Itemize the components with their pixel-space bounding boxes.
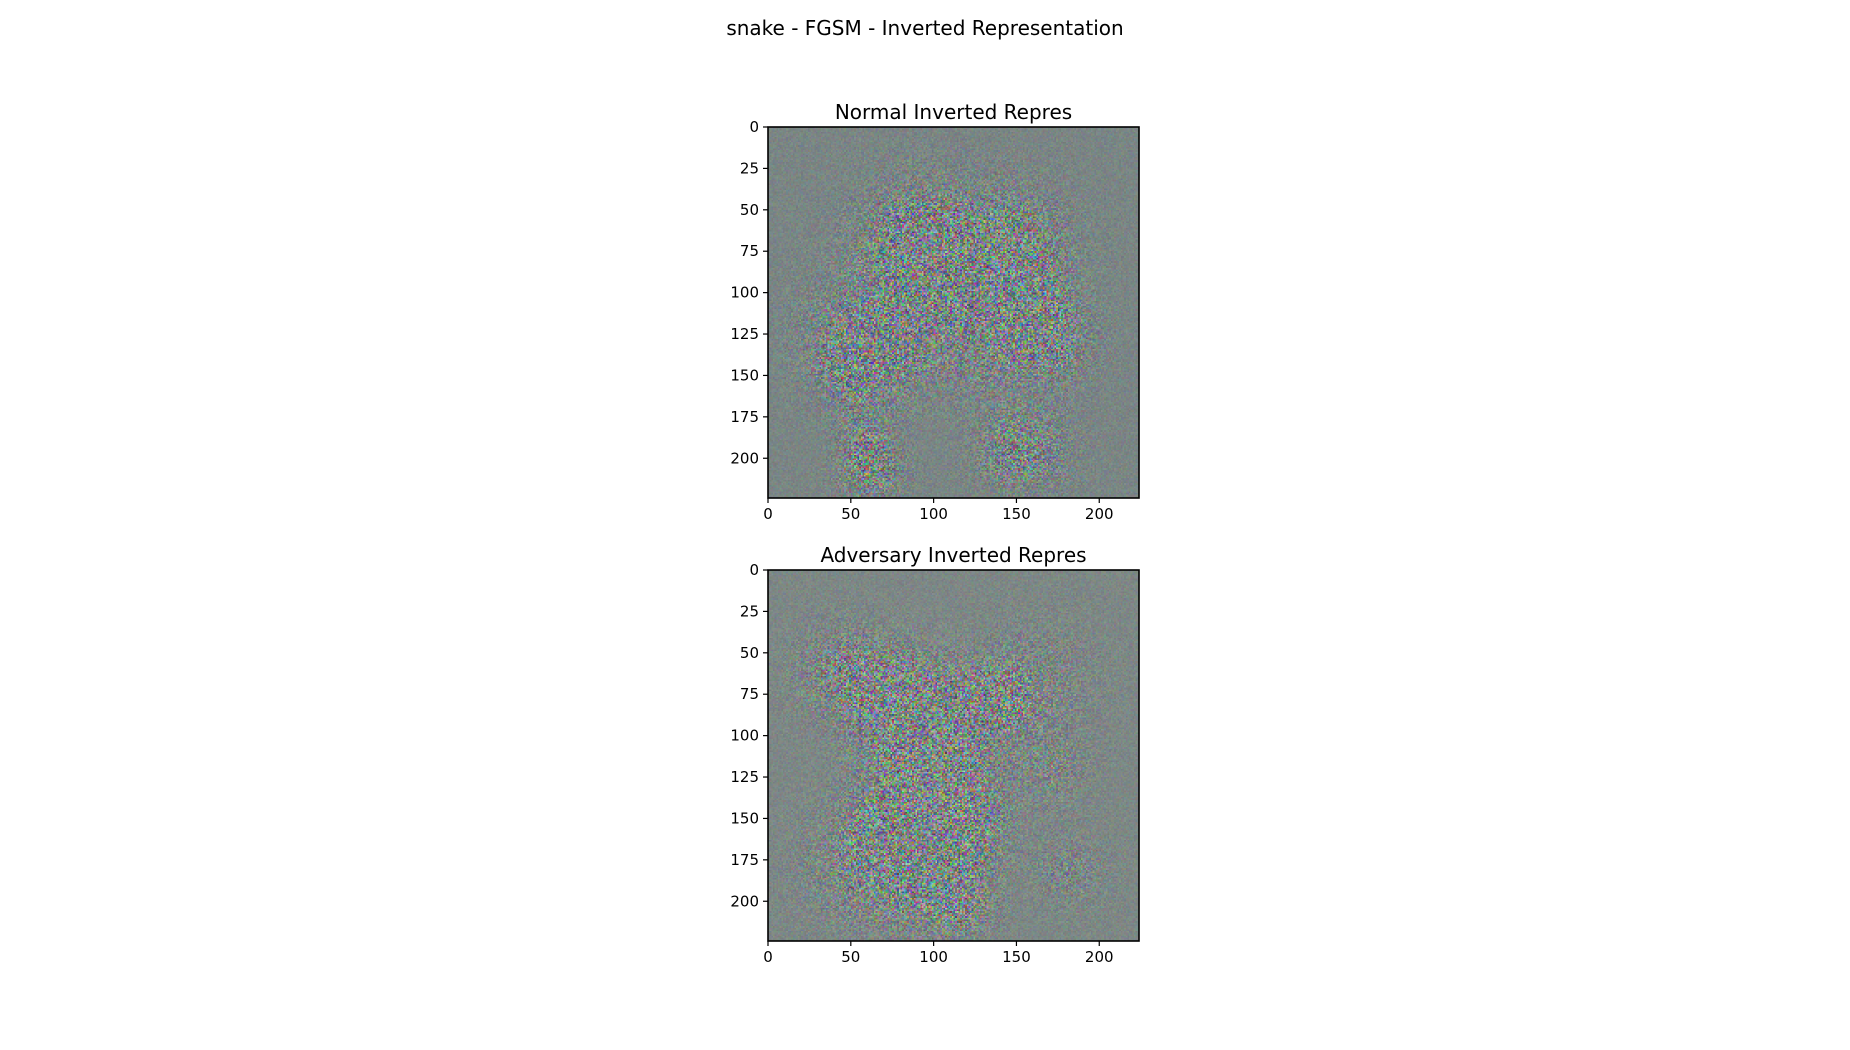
y-tick-label: 175: [730, 851, 759, 869]
y-tick-label: 75: [740, 242, 759, 260]
y-tick-label: 150: [730, 809, 759, 827]
y-tick-label: 50: [740, 201, 759, 219]
x-tick-label: 50: [841, 505, 860, 523]
panel-title: Normal Inverted Repres: [835, 100, 1072, 124]
y-tick-label: 125: [730, 768, 759, 786]
y-tick-label: 100: [730, 284, 759, 302]
panel-title: Adversary Inverted Repres: [820, 543, 1086, 567]
figure-title: snake - FGSM - Inverted Representation: [726, 16, 1124, 40]
y-tick-label: 25: [740, 602, 759, 620]
x-tick-label: 50: [841, 948, 860, 966]
x-tick-label: 200: [1085, 948, 1114, 966]
x-tick-label: 100: [919, 505, 948, 523]
x-tick-label: 200: [1085, 505, 1114, 523]
y-tick-label: 125: [730, 325, 759, 343]
y-tick-label: 100: [730, 727, 759, 745]
heatmap-image: [768, 127, 1139, 498]
x-tick-label: 150: [1002, 505, 1031, 523]
y-tick-label: 200: [730, 449, 759, 467]
y-tick-label: 150: [730, 366, 759, 384]
axes-frame: [767, 569, 1140, 942]
y-tick-label: 0: [749, 118, 759, 136]
y-tick-label: 50: [740, 644, 759, 662]
y-tick-label: 75: [740, 685, 759, 703]
x-tick-label: 0: [763, 505, 773, 523]
y-tick-label: 0: [749, 561, 759, 579]
x-tick-label: 100: [919, 948, 948, 966]
heatmap-image: [768, 570, 1139, 941]
y-tick-label: 25: [740, 159, 759, 177]
y-tick-label: 175: [730, 408, 759, 426]
x-tick-label: 0: [763, 948, 773, 966]
axes-frame: [767, 126, 1140, 499]
x-tick-label: 150: [1002, 948, 1031, 966]
y-tick-label: 200: [730, 892, 759, 910]
